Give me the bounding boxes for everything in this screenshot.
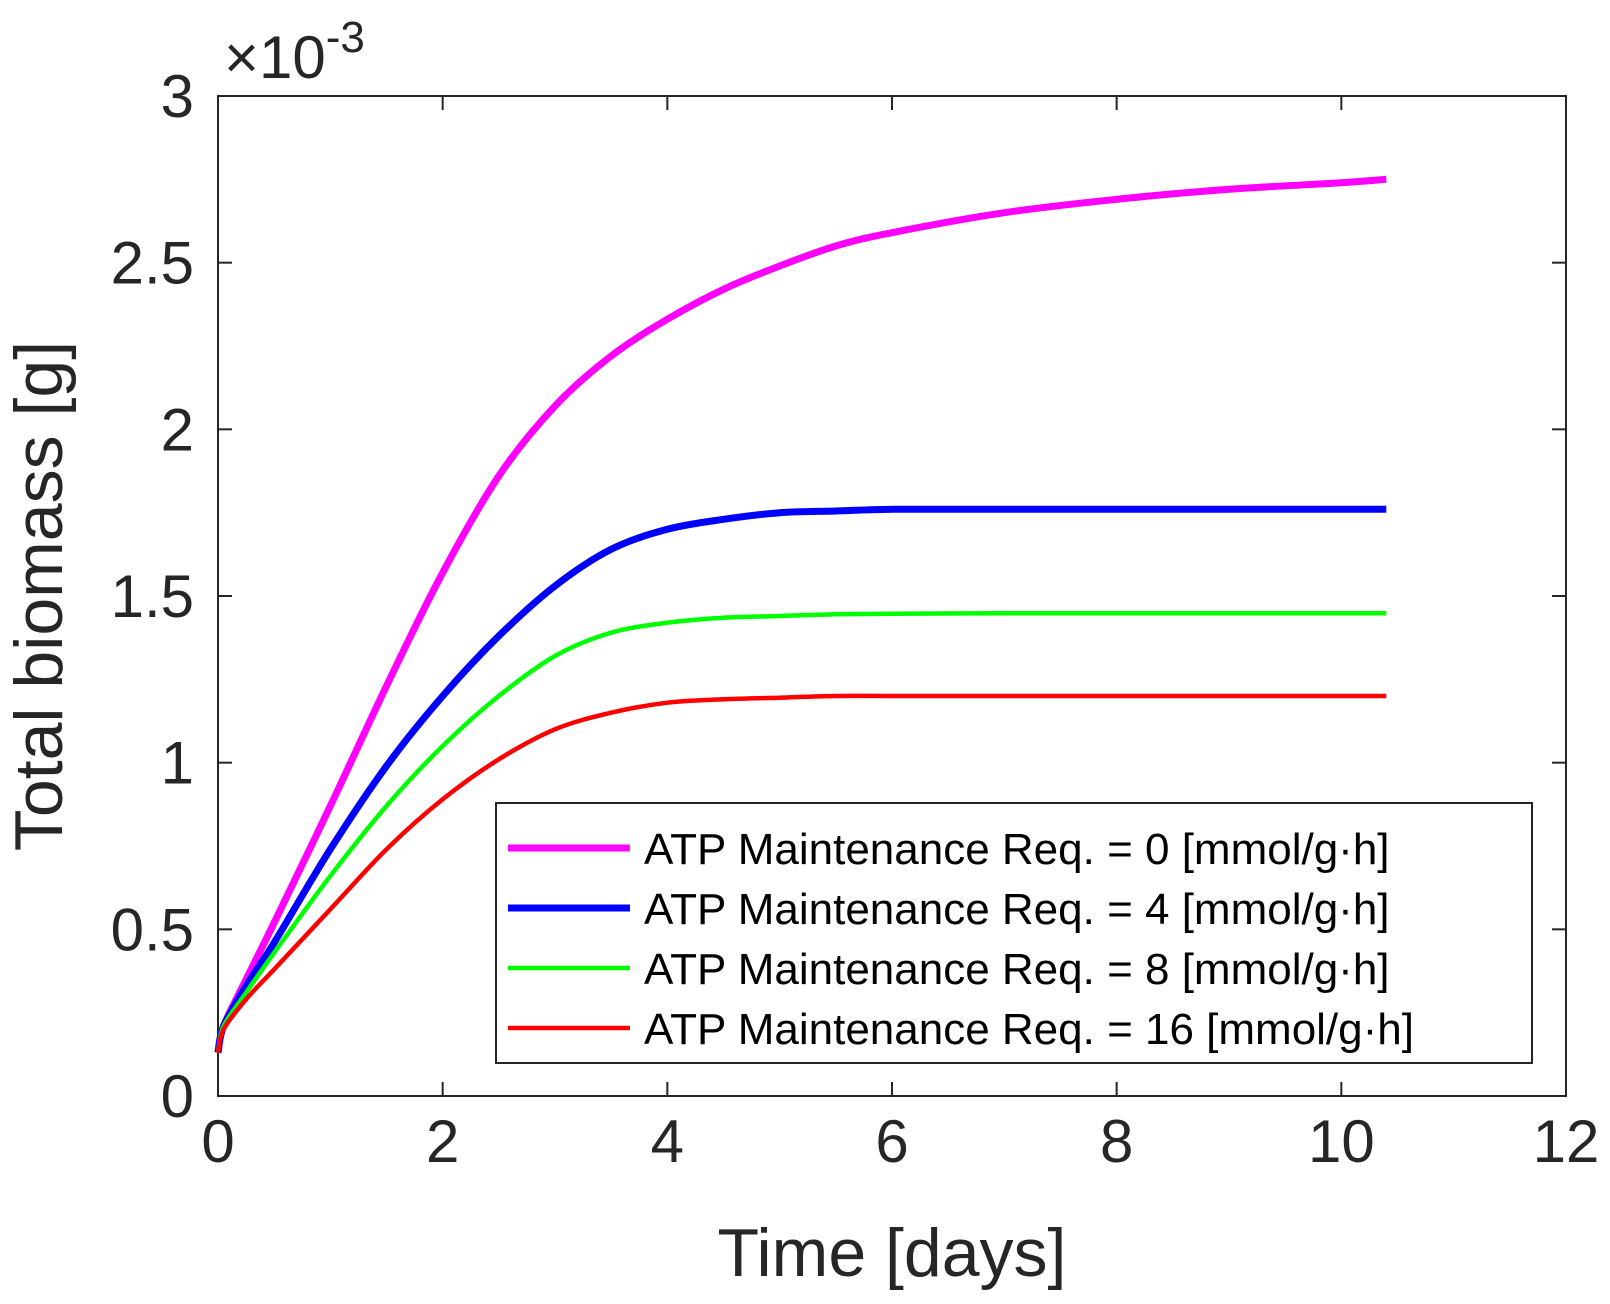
legend-label-3: ATP Maintenance Req. = 8 [mmol/g·h] [644,945,1390,994]
y-axis-exponent-base: ×10 [224,24,326,91]
series-lines [214,175,1387,1054]
legend-label-1: ATP Maintenance Req. = 0 [mmol/g·h] [644,825,1390,874]
x-tick-label: 0 [201,1108,234,1175]
x-tick-label: 10 [1308,1108,1375,1175]
y-axis-exponent-power: -3 [326,13,365,62]
x-tick-label: 12 [1533,1108,1600,1175]
legend-entries: ATP Maintenance Req. = 0 [mmol/g·h] ATP M… [508,825,1414,1054]
y-axis-exponent: ×10-3 [224,13,365,91]
x-tick-label: 8 [1100,1108,1133,1175]
x-axis-label: Time [days] [718,1215,1067,1291]
y-tick-label: 3 [161,63,194,130]
y-tick-label: 1.5 [111,563,194,630]
y-tick-label: 2.5 [111,230,194,297]
x-tick-label: 4 [651,1108,684,1175]
y-tick-label: 2 [161,396,194,463]
series-line-1 [214,175,1387,1054]
y-tick-label: 0 [161,1063,194,1130]
series-line-2 [214,505,1387,1054]
series-line-3 [215,611,1387,1054]
legend-label-4: ATP Maintenance Req. = 16 [mmol/g·h] [644,1005,1414,1054]
y-axis-ticks: 0 0.5 1 1.5 2 2.5 3 [111,63,1566,1130]
x-tick-label: 6 [875,1108,908,1175]
y-tick-label: 1 [161,730,194,797]
x-axis-ticks: 0 2 4 6 8 10 12 [201,96,1599,1175]
legend-box [495,802,1533,1064]
series-line-4 [215,693,1387,1054]
x-tick-label: 2 [426,1108,459,1175]
y-tick-label: 0.5 [111,896,194,963]
legend-label-2: ATP Maintenance Req. = 4 [mmol/g·h] [644,885,1390,934]
legend: ATP Maintenance Req. = 0 [mmol/g·h] ATP M… [495,802,1533,1064]
y-axis-label: Total biomass [g] [1,341,77,851]
